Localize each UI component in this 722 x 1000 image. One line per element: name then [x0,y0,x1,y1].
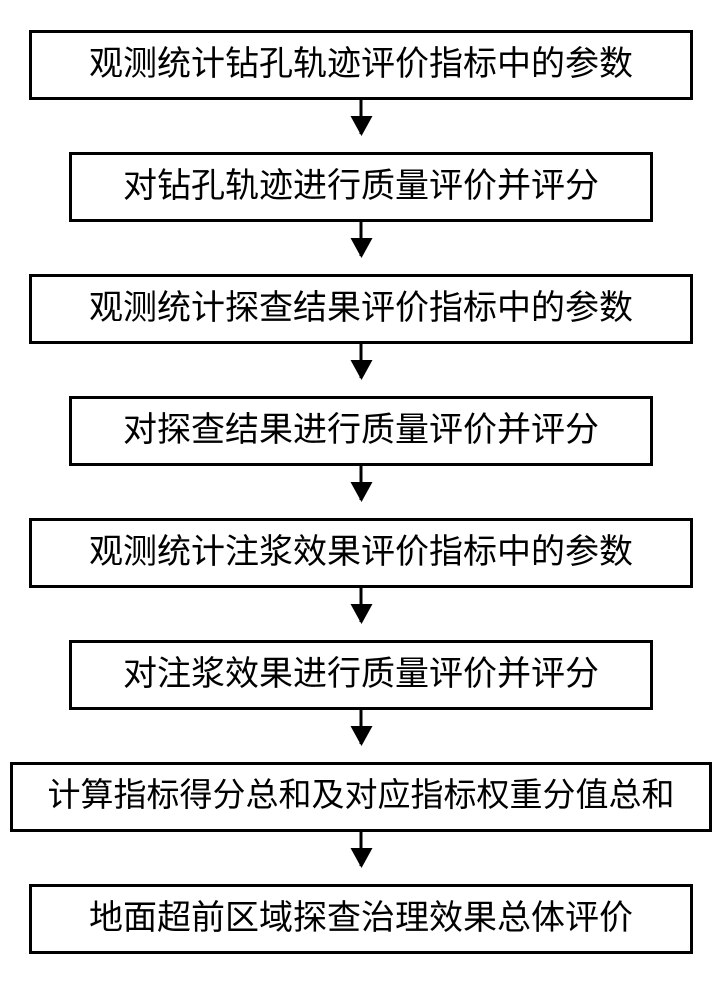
flow-node: 观测统计钻孔轨迹评价指标中的参数 [29,30,693,100]
flow-node-label: 地面超前区域探查治理效果总体评价 [89,899,633,940]
flow-node: 观测统计注浆效果评价指标中的参数 [29,518,693,588]
flow-arrow [360,222,363,256]
flow-node-label: 对探查结果进行质量评价并评分 [123,411,599,452]
flow-node: 观测统计探查结果评价指标中的参数 [29,274,693,344]
flow-node-label: 观测统计探查结果评价指标中的参数 [89,289,633,330]
flow-node: 对钻孔轨迹进行质量评价并评分 [69,152,653,222]
flow-node-label: 对注浆效果进行质量评价并评分 [123,655,599,696]
flowchart-container: 观测统计钻孔轨迹评价指标中的参数 对钻孔轨迹进行质量评价并评分 观测统计探查结果… [0,0,722,1000]
flow-node: 地面超前区域探查治理效果总体评价 [29,884,693,954]
flow-node: 对探查结果进行质量评价并评分 [69,396,653,466]
flow-node-label: 观测统计注浆效果评价指标中的参数 [89,533,633,574]
flow-arrow [360,588,363,622]
flow-node-label: 对钻孔轨迹进行质量评价并评分 [123,167,599,208]
flow-arrow [360,710,363,744]
flow-arrow [360,832,363,866]
flow-node-label: 观测统计钻孔轨迹评价指标中的参数 [89,45,633,86]
flow-arrow [360,100,363,134]
flow-node: 计算指标得分总和及对应指标权重分值总和 [10,762,712,832]
flow-arrow [360,344,363,378]
flow-node-label: 计算指标得分总和及对应指标权重分值总和 [48,777,675,817]
flow-node: 对注浆效果进行质量评价并评分 [69,640,653,710]
flow-arrow [360,466,363,500]
